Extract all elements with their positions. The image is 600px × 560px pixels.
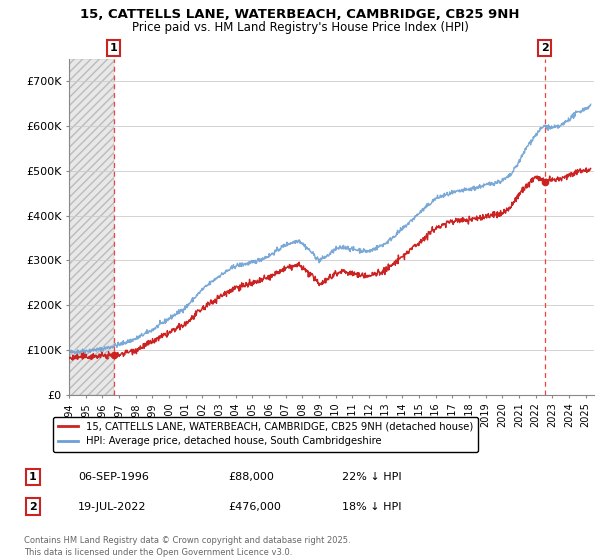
Legend: 15, CATTELLS LANE, WATERBEACH, CAMBRIDGE, CB25 9NH (detached house), HPI: Averag: 15, CATTELLS LANE, WATERBEACH, CAMBRIDGE… <box>53 417 478 451</box>
Text: 2: 2 <box>541 43 548 53</box>
Text: £476,000: £476,000 <box>228 502 281 512</box>
Text: 1: 1 <box>29 472 37 482</box>
Text: £88,000: £88,000 <box>228 472 274 482</box>
Bar <box>69 59 113 395</box>
Text: 1: 1 <box>110 43 118 53</box>
Text: 19-JUL-2022: 19-JUL-2022 <box>78 502 146 512</box>
Text: 2: 2 <box>29 502 37 512</box>
Text: 06-SEP-1996: 06-SEP-1996 <box>78 472 149 482</box>
Text: 22% ↓ HPI: 22% ↓ HPI <box>342 472 401 482</box>
Text: Price paid vs. HM Land Registry's House Price Index (HPI): Price paid vs. HM Land Registry's House … <box>131 21 469 34</box>
Text: 18% ↓ HPI: 18% ↓ HPI <box>342 502 401 512</box>
Text: 15, CATTELLS LANE, WATERBEACH, CAMBRIDGE, CB25 9NH: 15, CATTELLS LANE, WATERBEACH, CAMBRIDGE… <box>80 8 520 21</box>
Text: Contains HM Land Registry data © Crown copyright and database right 2025.
This d: Contains HM Land Registry data © Crown c… <box>24 536 350 557</box>
